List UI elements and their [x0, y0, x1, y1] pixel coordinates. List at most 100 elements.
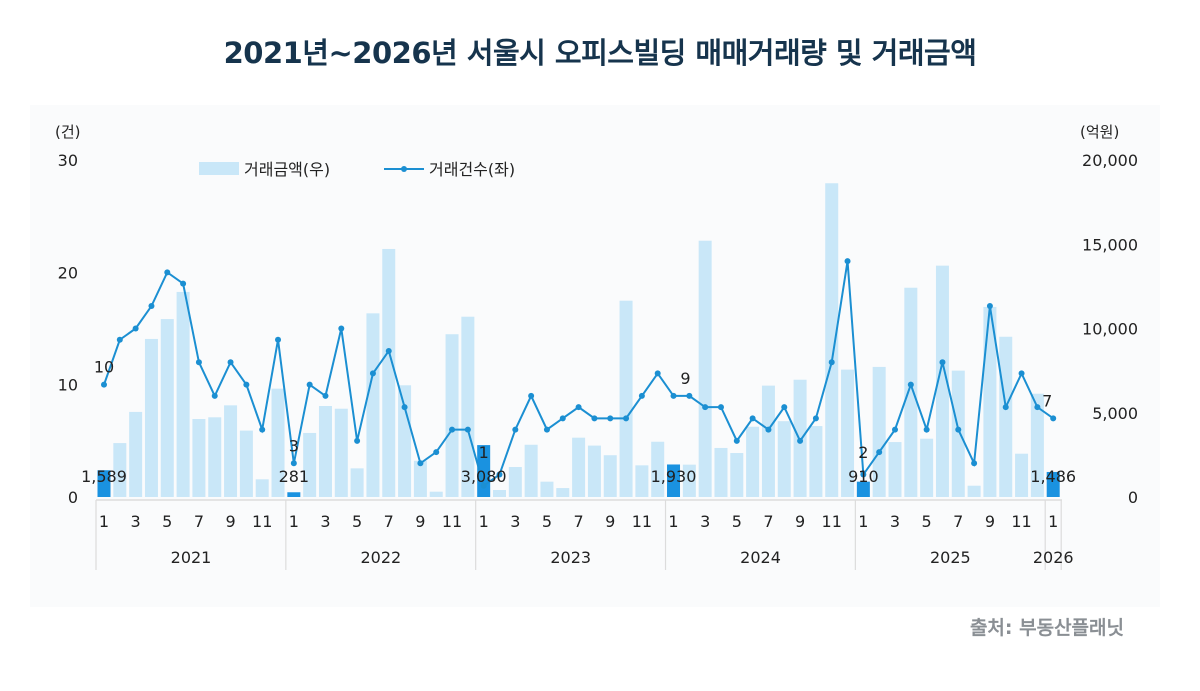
- bar: [841, 369, 855, 497]
- bar: [1030, 393, 1044, 497]
- line-point: [543, 426, 550, 433]
- month-tick-label: 5: [732, 512, 742, 531]
- line-point: [338, 325, 345, 332]
- bar: [603, 455, 617, 497]
- line-point: [812, 415, 819, 422]
- month-tick-label: 9: [415, 512, 425, 531]
- bar: [493, 490, 506, 497]
- month-tick-label: 3: [320, 512, 330, 531]
- line-data-label: 9: [680, 369, 690, 388]
- line-point: [828, 359, 835, 366]
- bar: [746, 426, 760, 497]
- line-point: [654, 370, 661, 377]
- bar: [825, 183, 839, 498]
- line-point: [464, 426, 471, 433]
- line-point: [733, 437, 740, 444]
- bar: [461, 316, 475, 497]
- line-point: [528, 392, 535, 399]
- line-point: [876, 449, 883, 456]
- month-tick-label: 9: [985, 512, 995, 531]
- left-tick-label: 20: [58, 263, 78, 282]
- line-point: [765, 426, 772, 433]
- line-point: [322, 392, 329, 399]
- month-tick-label: 7: [194, 512, 204, 531]
- year-label: 2026: [1033, 548, 1074, 567]
- line-point: [607, 415, 614, 422]
- line-point: [971, 460, 978, 467]
- bar: [572, 437, 586, 497]
- year-label: 2023: [550, 548, 591, 567]
- month-tick-label: 11: [252, 512, 272, 531]
- line-point: [1002, 404, 1009, 411]
- bar: [508, 467, 522, 497]
- month-tick-label: 1: [1048, 512, 1058, 531]
- bar: [619, 300, 633, 497]
- bar: [872, 366, 886, 497]
- bar: [287, 492, 301, 497]
- line-point: [702, 404, 709, 411]
- line-data-label: 10: [94, 358, 114, 377]
- bar: [350, 468, 364, 497]
- line-point: [717, 404, 724, 411]
- line-point: [290, 460, 297, 467]
- bar-data-label: 3,080: [461, 467, 507, 486]
- bar: [1015, 453, 1029, 497]
- bar: [935, 265, 949, 497]
- month-tick-label: 9: [225, 512, 235, 531]
- month-tick-label: 3: [700, 512, 710, 531]
- line-point: [148, 303, 155, 310]
- line-point: [781, 404, 788, 411]
- line-point: [986, 303, 993, 310]
- month-tick-label: 1: [99, 512, 109, 531]
- line-point: [433, 449, 440, 456]
- line-point: [259, 426, 266, 433]
- month-tick-label: 11: [1011, 512, 1031, 531]
- line-point: [401, 404, 408, 411]
- line-point: [227, 359, 234, 366]
- right-tick-label: 0: [1128, 488, 1138, 507]
- bar: [224, 405, 238, 497]
- line-point: [512, 426, 519, 433]
- bar: [856, 481, 870, 497]
- line-data-label: 1: [479, 443, 489, 462]
- bar: [951, 370, 965, 497]
- bar: [904, 287, 918, 497]
- line-point: [306, 381, 313, 388]
- line-point: [892, 426, 898, 433]
- legend-line-marker: [401, 166, 407, 172]
- bar: [144, 338, 158, 497]
- bar: [429, 491, 443, 497]
- bar-data-label: 281: [279, 467, 310, 486]
- line-point: [1050, 415, 1057, 422]
- bar: [239, 430, 253, 497]
- month-tick-label: 5: [922, 512, 932, 531]
- month-tick-label: 9: [605, 512, 615, 531]
- line-point: [1034, 404, 1041, 411]
- line-point: [164, 269, 171, 276]
- bar: [524, 444, 538, 497]
- left-tick-label: 10: [58, 376, 78, 395]
- month-tick-label: 1: [479, 512, 489, 531]
- bar: [920, 438, 934, 497]
- month-tick-label: 11: [442, 512, 462, 531]
- bar-data-label: 1,486: [1030, 467, 1076, 486]
- bar: [318, 406, 332, 497]
- year-label: 2021: [171, 548, 212, 567]
- bar: [761, 385, 775, 497]
- bar: [445, 334, 459, 497]
- chart-title: 2021년~2026년 서울시 오피스빌딩 매매거래량 및 거래금액: [223, 36, 977, 70]
- line-point: [638, 392, 645, 399]
- line-point: [180, 280, 187, 287]
- legend-bar-label: 거래금액(우): [244, 160, 330, 179]
- left-tick-label: 30: [58, 151, 78, 170]
- source-note: 출처: 부동산플래닛: [969, 617, 1124, 639]
- bar: [97, 470, 111, 497]
- year-label: 2024: [740, 548, 781, 567]
- bar: [255, 479, 269, 497]
- line-point: [369, 370, 376, 377]
- line-point: [195, 359, 202, 366]
- line-point: [354, 437, 361, 444]
- line-point: [575, 404, 582, 411]
